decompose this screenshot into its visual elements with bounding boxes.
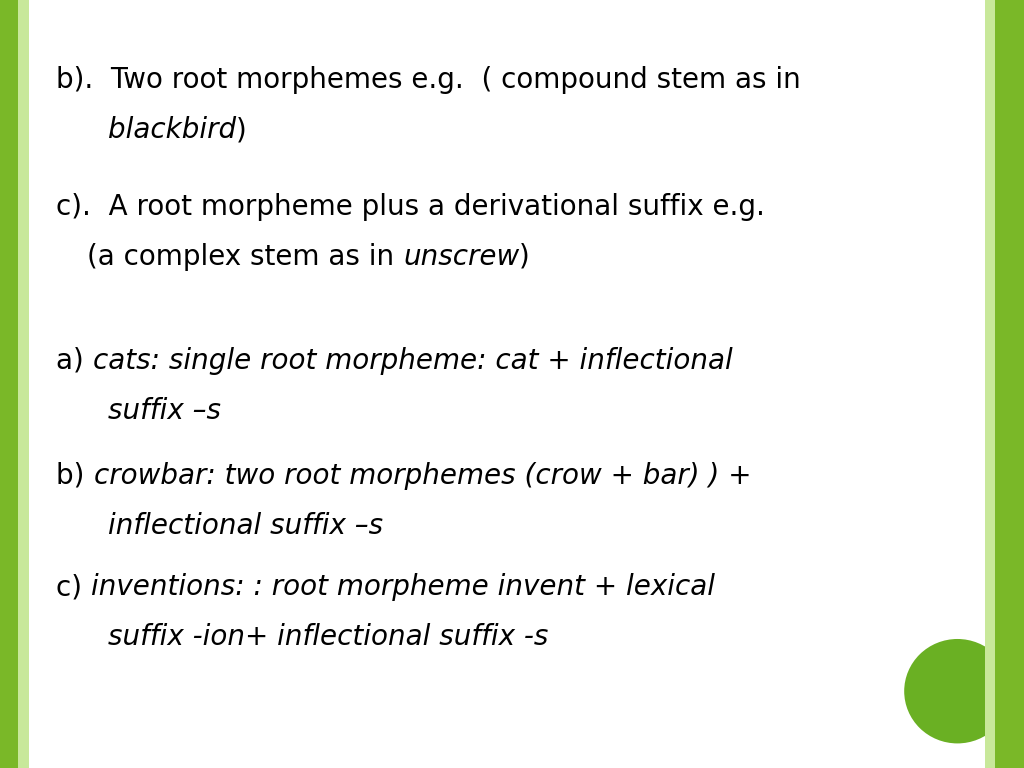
- Text: a): a): [56, 346, 93, 375]
- Text: suffix -ion+ inflectional suffix -s: suffix -ion+ inflectional suffix -s: [108, 623, 548, 651]
- Text: suffix –s: suffix –s: [108, 396, 220, 425]
- Text: inflectional suffix –s: inflectional suffix –s: [108, 511, 383, 540]
- Text: unscrew: unscrew: [403, 243, 519, 271]
- Text: c): c): [56, 573, 91, 601]
- Text: ): ): [236, 116, 247, 144]
- Text: blackbird: blackbird: [108, 116, 236, 144]
- Text: b): b): [56, 462, 93, 490]
- Text: c).  A root morpheme plus a derivational suffix e.g.: c). A root morpheme plus a derivational …: [56, 193, 765, 221]
- Text: inventions: : root morpheme invent + lexical: inventions: : root morpheme invent + lex…: [91, 573, 715, 601]
- Text: cats: single root morpheme: cat + inflectional: cats: single root morpheme: cat + inflec…: [93, 346, 733, 375]
- Ellipse shape: [904, 639, 1011, 743]
- Text: crowbar: two root morphemes (crow + bar) ) +: crowbar: two root morphemes (crow + bar)…: [93, 462, 751, 490]
- Text: b).  Two root morphemes e.g.  ( compound stem as in: b). Two root morphemes e.g. ( compound s…: [56, 66, 801, 94]
- Text: ): ): [519, 243, 530, 271]
- Text: (a complex stem as in: (a complex stem as in: [87, 243, 403, 271]
